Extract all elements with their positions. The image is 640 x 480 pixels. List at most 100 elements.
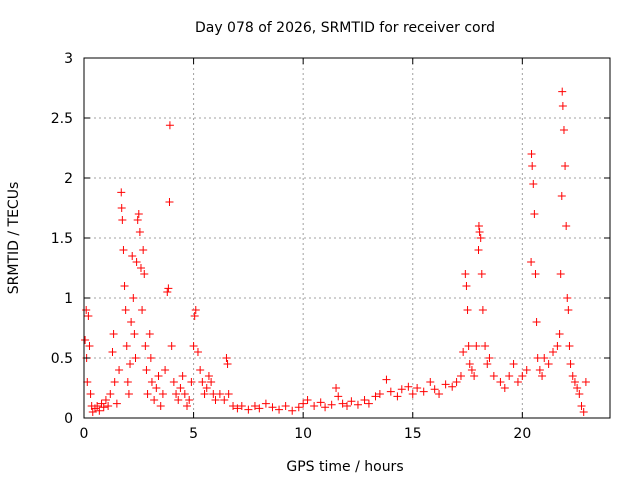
data-point (152, 384, 161, 392)
data-point (393, 392, 402, 401)
data-point (532, 318, 541, 326)
data-point (553, 342, 562, 350)
data-point (496, 378, 505, 386)
data-point (353, 400, 362, 409)
data-point (549, 348, 558, 356)
data-point (334, 392, 343, 401)
data-point (470, 372, 479, 380)
data-point (522, 366, 531, 374)
data-point (556, 270, 565, 278)
data-point (570, 378, 579, 386)
data-point (577, 402, 586, 410)
data-point (135, 228, 144, 236)
data-point (120, 282, 129, 290)
data-point (202, 384, 211, 392)
data-point (465, 360, 474, 368)
x-tick-label: 5 (189, 426, 198, 442)
y-axis-title: SRMTID / TECUs (6, 182, 22, 295)
data-point (529, 180, 538, 188)
data-point (316, 398, 325, 407)
data-point (531, 270, 540, 278)
data-point (207, 378, 216, 386)
data-point (559, 126, 568, 134)
data-point (164, 284, 173, 293)
data-point (86, 390, 95, 398)
data-point (187, 378, 196, 386)
data-point (229, 402, 238, 410)
data-point (244, 405, 253, 414)
data-point (579, 408, 588, 416)
data-point (347, 397, 356, 406)
data-point (147, 378, 156, 386)
data-point (112, 399, 121, 408)
data-point (332, 384, 341, 392)
data-point (143, 390, 152, 398)
data-point (288, 406, 297, 415)
data-point (204, 372, 213, 380)
data-point (176, 384, 185, 392)
data-point (413, 384, 422, 392)
data-point (189, 342, 198, 350)
data-point (130, 330, 139, 338)
data-point (564, 306, 573, 314)
data-point (83, 378, 92, 386)
data-point (371, 392, 380, 401)
data-point (93, 402, 102, 410)
data-point (321, 403, 330, 412)
data-point (360, 396, 369, 404)
data-point (133, 216, 142, 224)
x-tick-label: 20 (513, 426, 531, 442)
data-point (565, 342, 574, 350)
y-tick-label: 1.5 (51, 231, 73, 247)
data-point (139, 246, 148, 254)
data-point (146, 354, 155, 362)
data-point (459, 348, 468, 356)
data-point (190, 312, 199, 320)
data-point (568, 372, 577, 380)
data-point (535, 366, 544, 374)
data-point (404, 382, 413, 391)
data-point (126, 360, 135, 368)
data-point (118, 216, 127, 224)
data-point (163, 288, 172, 296)
data-point (178, 372, 187, 380)
data-point (122, 342, 131, 350)
data-point (426, 378, 435, 386)
data-point (513, 378, 522, 386)
data-point (169, 378, 178, 386)
data-point (544, 360, 553, 368)
data-point (233, 404, 242, 413)
data-point (198, 378, 207, 386)
data-point (294, 403, 303, 412)
data-point (127, 318, 136, 326)
data-point (196, 366, 205, 374)
data-point (158, 390, 167, 398)
data-point (327, 400, 336, 409)
data-point (117, 188, 126, 197)
x-tick-label: 10 (294, 426, 312, 442)
data-point (518, 372, 527, 380)
data-point (129, 294, 138, 302)
data-point (509, 360, 518, 368)
data-point (222, 354, 231, 362)
axes-layer (83, 57, 611, 419)
data-point (150, 396, 159, 404)
data-point (467, 366, 476, 374)
data-point (275, 405, 284, 414)
data-point (172, 390, 181, 398)
data-point (481, 342, 490, 350)
data-point (124, 390, 133, 398)
data-point (106, 390, 115, 398)
data-point (538, 372, 547, 380)
data-point (386, 387, 395, 396)
data-point (310, 402, 319, 410)
data-point (561, 162, 570, 170)
data-point (224, 390, 233, 398)
data-point (183, 402, 192, 410)
data-point (472, 342, 481, 350)
data-point (115, 366, 124, 374)
data-point (191, 306, 200, 314)
data-point (299, 399, 308, 408)
data-point (200, 390, 209, 398)
